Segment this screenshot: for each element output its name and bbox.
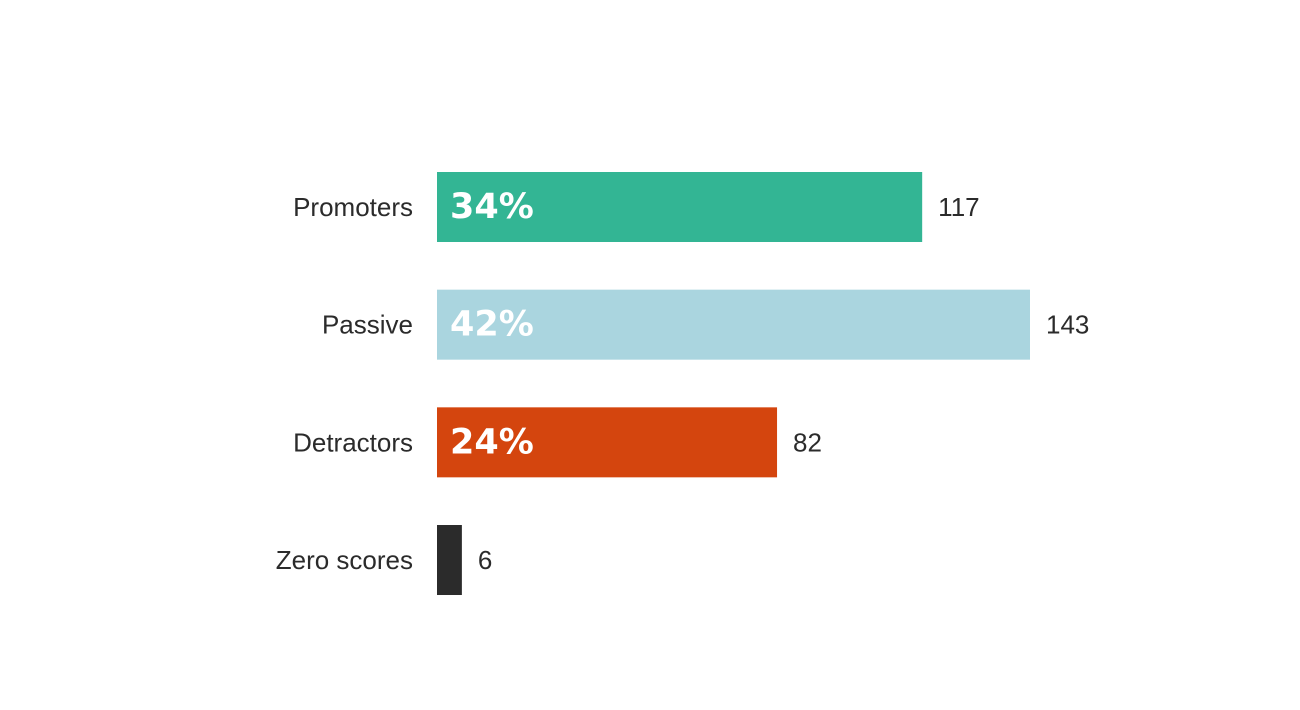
category-label-zero-scores: Zero scores bbox=[276, 545, 413, 575]
bar-promoters bbox=[437, 172, 923, 242]
value-label-detractors: 82 bbox=[793, 427, 822, 457]
bar-passive bbox=[437, 289, 1030, 360]
category-label-passive: Passive bbox=[322, 310, 413, 340]
percent-label-passive: 42% bbox=[450, 305, 534, 345]
category-label-detractors: Detractors bbox=[293, 427, 413, 457]
value-label-promoters: 117 bbox=[938, 192, 979, 222]
value-label-passive: 143 bbox=[1046, 310, 1089, 340]
percent-label-detractors: 24% bbox=[450, 422, 534, 462]
percent-label-promoters: 34% bbox=[450, 187, 534, 227]
category-label-promoters: Promoters bbox=[293, 192, 413, 222]
value-label-zero-scores: 6 bbox=[478, 545, 492, 575]
bar-detractors bbox=[437, 407, 778, 478]
bar-zero-scores bbox=[437, 525, 462, 596]
